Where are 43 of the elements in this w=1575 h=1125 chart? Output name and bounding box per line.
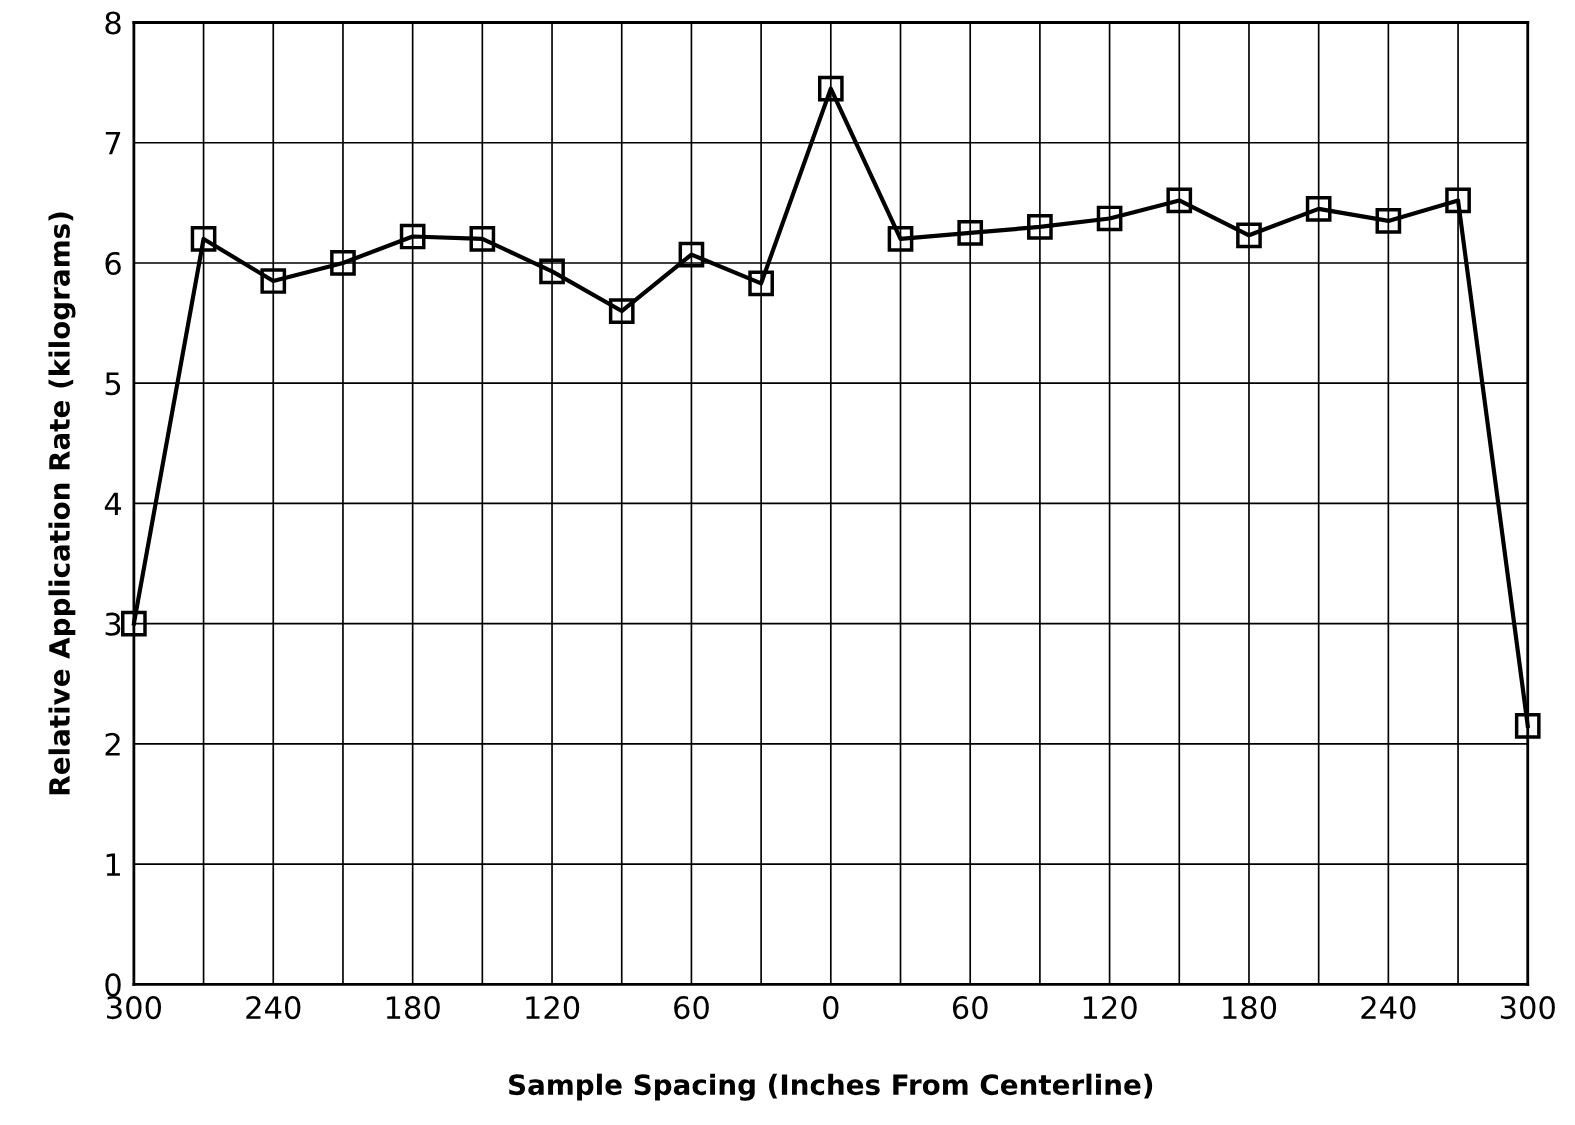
point: [330, 250, 356, 276]
y-tick-label: 5: [105, 372, 121, 396]
x-tick-label: 240: [1361, 996, 1416, 1020]
point: [1236, 222, 1262, 249]
point: [957, 220, 984, 246]
x-axis-title: Sample Spacing (Inches From Centerline): [509, 1073, 1153, 1101]
x-tick-label: 300: [107, 996, 162, 1020]
point: [1375, 208, 1402, 234]
y-tick-label: 2: [105, 732, 120, 756]
y-tick-label: 7: [105, 132, 121, 155]
point: [1445, 187, 1471, 214]
point: [190, 226, 217, 252]
point: [608, 298, 635, 324]
y-tick-label: 4: [104, 492, 122, 516]
point: [1514, 713, 1541, 739]
point: [1096, 205, 1123, 232]
y-tick-label: 6: [105, 251, 121, 276]
x-tick-label: 60: [952, 996, 988, 1020]
y-tick-label: 8: [105, 11, 121, 35]
point: [539, 258, 565, 285]
point: [678, 241, 705, 268]
x-tick-label: 180: [1223, 996, 1277, 1020]
point: [469, 226, 496, 252]
x-tick-label: 0: [823, 996, 839, 1020]
point: [748, 270, 774, 297]
point: [887, 226, 914, 252]
x-tick-label: 300: [1500, 996, 1555, 1020]
point: [260, 268, 287, 294]
y-axis-title: Relative Application Rate (kilograms): [48, 212, 76, 795]
point: [1305, 196, 1332, 222]
x-tick-label: 120: [1083, 996, 1137, 1020]
x-tick-label: 240: [246, 996, 301, 1020]
y-tick-label: 3: [105, 612, 121, 636]
y-tick-label: 0: [105, 973, 121, 997]
x-tick-label: 60: [674, 996, 709, 1020]
x-tick-label: 120: [526, 996, 580, 1020]
point: [399, 223, 426, 250]
point: [121, 610, 147, 637]
point: [1166, 187, 1193, 214]
point: [1027, 214, 1053, 240]
point: [817, 75, 844, 102]
x-tick-label: 180: [386, 996, 440, 1020]
y-tick-label: 1: [106, 853, 120, 876]
